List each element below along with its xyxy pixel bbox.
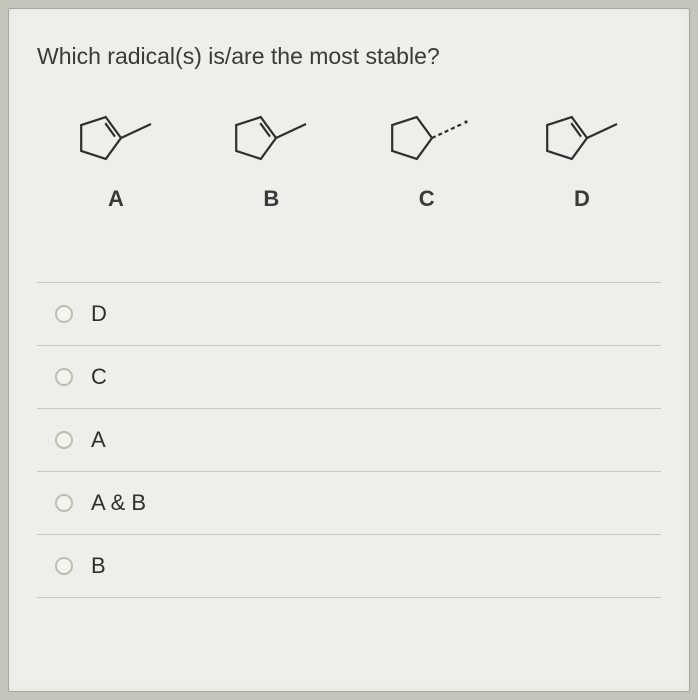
- question-text: Which radical(s) is/are the most stable?: [37, 43, 661, 70]
- structure-label: C: [419, 186, 435, 212]
- structure-a: A: [41, 98, 191, 212]
- structure-label: A: [108, 186, 124, 212]
- structures-row: A B C D: [37, 98, 661, 212]
- option-label: B: [91, 553, 106, 579]
- structure-d: D: [507, 98, 657, 212]
- radio-icon[interactable]: [55, 494, 73, 512]
- radio-icon[interactable]: [55, 368, 73, 386]
- option-row[interactable]: C: [37, 346, 661, 409]
- radio-icon[interactable]: [55, 557, 73, 575]
- structure-label: B: [263, 186, 279, 212]
- option-row[interactable]: D: [37, 283, 661, 346]
- structure-label: D: [574, 186, 590, 212]
- structure-b: B: [196, 98, 346, 212]
- structure-c: C: [352, 98, 502, 212]
- question-card: Which radical(s) is/are the most stable?…: [8, 8, 690, 692]
- option-label: C: [91, 364, 107, 390]
- option-row[interactable]: B: [37, 535, 661, 598]
- radio-icon[interactable]: [55, 431, 73, 449]
- option-label: D: [91, 301, 107, 327]
- radio-icon[interactable]: [55, 305, 73, 323]
- option-row[interactable]: A: [37, 409, 661, 472]
- option-row[interactable]: A & B: [37, 472, 661, 535]
- option-label: A: [91, 427, 106, 453]
- option-label: A & B: [91, 490, 146, 516]
- options-list: D C A A & B B: [37, 282, 661, 598]
